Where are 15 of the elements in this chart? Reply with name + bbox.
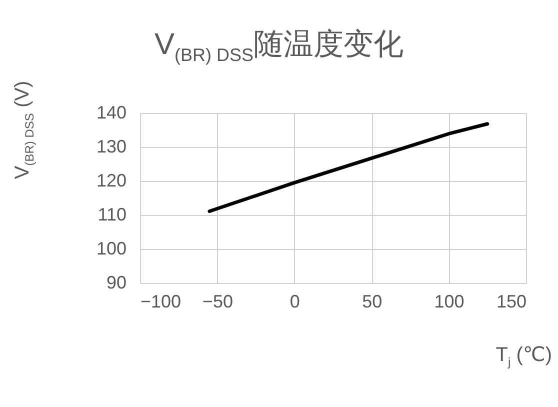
- y-tick-label: 110: [98, 204, 126, 224]
- chart-title: V$_{(BR) DSS}$随温度变化: [153, 28, 405, 65]
- x-tick-label: 150: [496, 292, 526, 312]
- y-tick-label: 90: [106, 272, 126, 292]
- y-tick-label: 130: [96, 136, 126, 156]
- y-tick-label: 120: [96, 170, 126, 190]
- x-axis-title: T$_{j}$ (℃): [496, 344, 552, 369]
- x-tick-label: −50: [202, 292, 233, 312]
- x-tick-label: 100: [434, 292, 464, 312]
- y-tick-label: 100: [96, 238, 126, 258]
- x-tick-label: 0: [290, 292, 300, 312]
- y-tick-label: 140: [96, 102, 126, 122]
- x-tick-label: 50: [362, 292, 382, 312]
- line-series: [208, 122, 490, 214]
- x-tick-label: −100: [140, 292, 182, 312]
